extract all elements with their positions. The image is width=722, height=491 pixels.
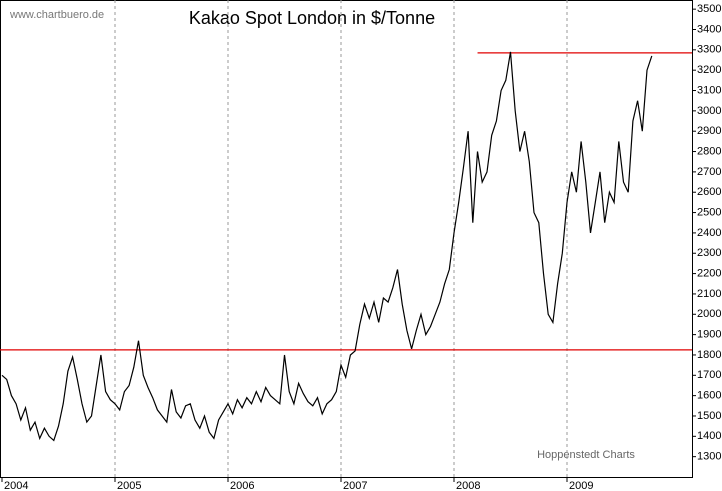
y-tick-label: 1500 bbox=[697, 410, 721, 422]
y-tick-label: 2300 bbox=[697, 247, 721, 259]
y-tick-label: 2100 bbox=[697, 288, 721, 300]
y-tick-label: 1800 bbox=[697, 349, 721, 361]
y-tick-label: 3200 bbox=[697, 64, 721, 76]
chart-title: Kakao Spot London in $/Tonne bbox=[189, 8, 435, 28]
y-tick-label: 3300 bbox=[697, 44, 721, 56]
y-tick-label: 3000 bbox=[697, 105, 721, 117]
x-tick-label: 2007 bbox=[343, 480, 367, 491]
y-tick-label: 2200 bbox=[697, 267, 721, 279]
price-line bbox=[1, 51, 653, 442]
credit: Hoppenstedt Charts bbox=[537, 449, 635, 461]
x-tick-label: 2008 bbox=[456, 480, 480, 491]
x-tick-label: 2006 bbox=[230, 480, 254, 491]
y-tick-label: 3100 bbox=[697, 84, 721, 96]
y-tick-label: 2500 bbox=[697, 206, 721, 218]
y-tick-label: 2700 bbox=[697, 166, 721, 178]
y-tick-label: 2900 bbox=[697, 125, 721, 137]
x-tick-label: 2004 bbox=[4, 480, 28, 491]
y-tick-label: 2000 bbox=[697, 308, 721, 320]
y-tick-label: 2400 bbox=[697, 227, 721, 239]
y-tick-label: 1900 bbox=[697, 329, 721, 341]
y-tick-label: 2600 bbox=[697, 186, 721, 198]
y-tick-label: 3400 bbox=[697, 23, 721, 35]
plot-frame bbox=[0, 0, 693, 478]
y-tick-label: 1700 bbox=[697, 369, 721, 381]
y-tick-label: 1300 bbox=[697, 451, 721, 463]
y-tick-label: 2800 bbox=[697, 145, 721, 157]
x-tick-label: 2005 bbox=[117, 480, 141, 491]
x-tick-label: 2009 bbox=[569, 480, 593, 491]
source: www.chartbuero.de bbox=[9, 9, 104, 21]
y-tick-label: 3500 bbox=[697, 3, 721, 15]
y-tick-label: 1400 bbox=[697, 430, 721, 442]
y-tick-label: 1600 bbox=[697, 390, 721, 402]
